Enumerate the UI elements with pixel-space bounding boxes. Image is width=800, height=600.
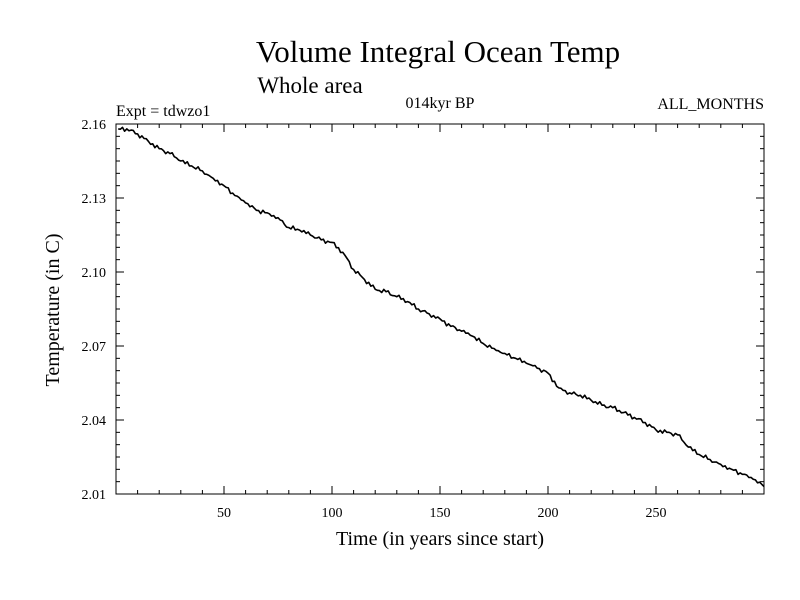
y-tick-label: 2.07 xyxy=(82,340,107,355)
y-tick-label: 2.04 xyxy=(82,414,107,429)
axis-ticks xyxy=(116,124,764,494)
series-line-temperature xyxy=(118,126,765,488)
x-tick-label: 50 xyxy=(217,506,231,521)
y-tick-label: 2.10 xyxy=(82,266,107,281)
x-axis-label: Time (in years since start) xyxy=(336,528,544,550)
experiment-label: Expt = tdwzo1 xyxy=(116,103,210,120)
chart-title: Volume Integral Ocean Temp xyxy=(256,34,620,69)
axis-tick-labels: 50 100 150 200 250 2.01 2.04 2.07 2.10 2.13 2.16 xyxy=(82,118,667,521)
months-label: ALL_MONTHS xyxy=(657,96,764,113)
y-tick-label: 2.13 xyxy=(82,192,107,207)
period-label: 014kyr BP xyxy=(406,95,475,112)
x-tick-label: 250 xyxy=(646,506,667,521)
chart-subtitle: Whole area xyxy=(257,73,362,98)
x-tick-label: 100 xyxy=(322,506,343,521)
x-tick-label: 150 xyxy=(430,506,451,521)
y-tick-label: 2.01 xyxy=(82,488,107,503)
y-tick-label: 2.16 xyxy=(82,118,107,133)
x-tick-label: 200 xyxy=(538,506,559,521)
y-axis-label: Temperature (in C) xyxy=(42,234,64,387)
